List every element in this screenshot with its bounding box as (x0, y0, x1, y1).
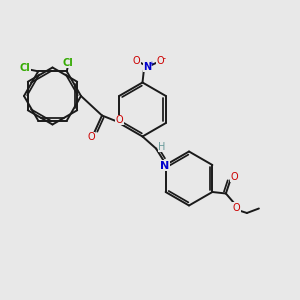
Text: H: H (158, 142, 166, 152)
Text: N: N (160, 161, 169, 171)
Text: O: O (156, 56, 164, 67)
Text: +: + (148, 61, 154, 67)
Text: Cl: Cl (20, 63, 30, 73)
Text: O: O (87, 132, 95, 142)
Text: O: O (230, 172, 238, 182)
Text: N: N (143, 61, 152, 72)
Text: Cl: Cl (63, 58, 74, 68)
Text: O: O (232, 202, 240, 213)
Text: -: - (163, 55, 166, 64)
Text: O: O (133, 56, 140, 67)
Text: O: O (116, 115, 123, 125)
